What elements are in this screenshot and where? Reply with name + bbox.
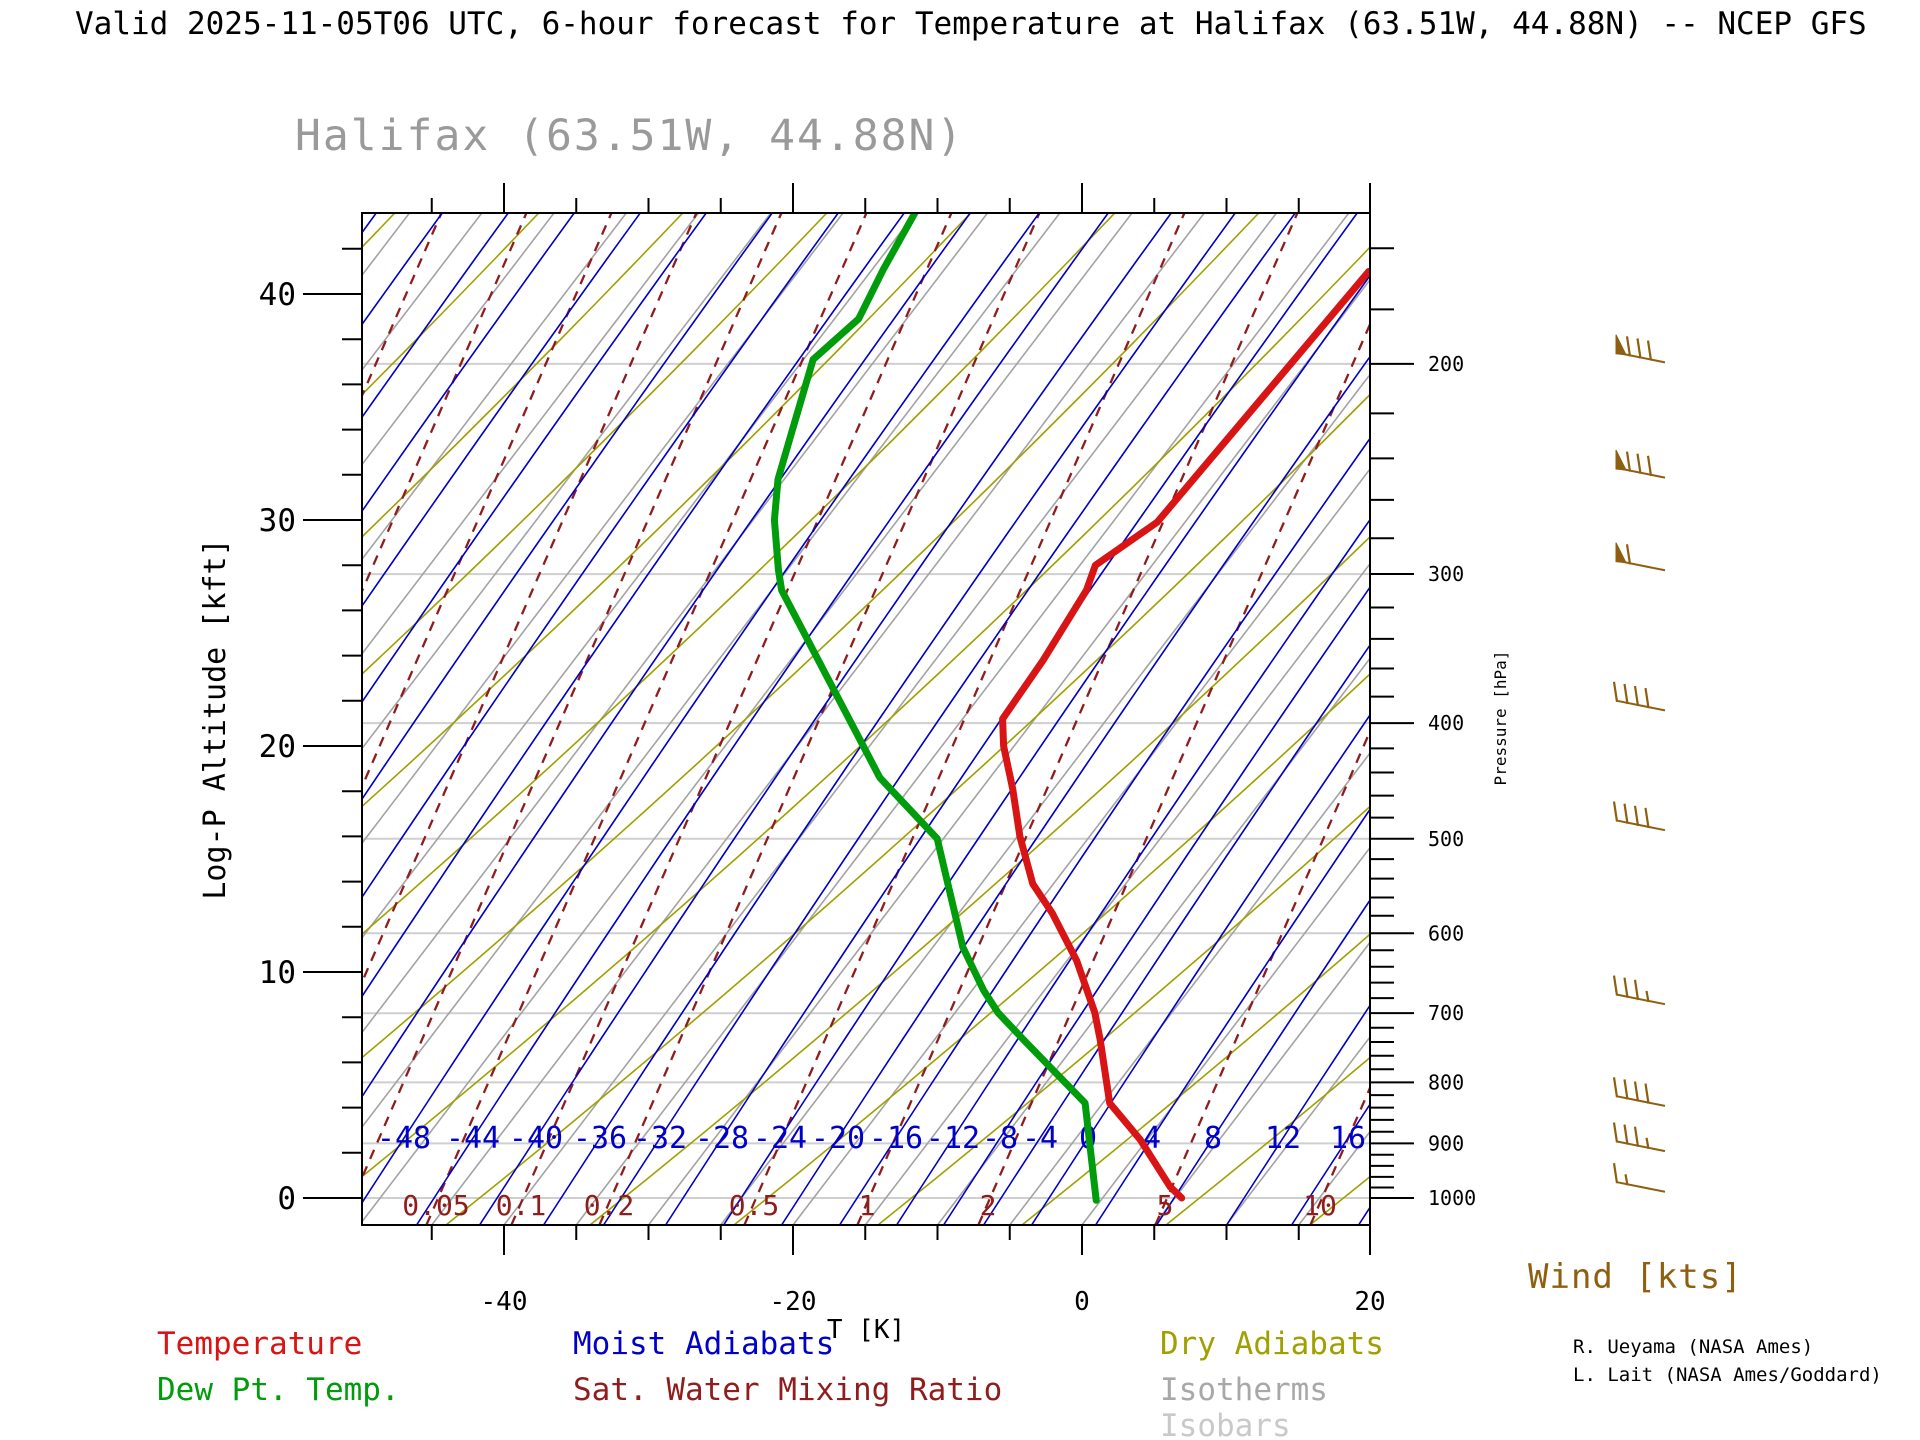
svg-text:500: 500 bbox=[1428, 827, 1464, 851]
legend-temperature: Temperature bbox=[157, 1326, 363, 1362]
svg-text:200: 200 bbox=[1428, 352, 1464, 376]
credit-line-1: R. Ueyama (NASA Ames) bbox=[1573, 1336, 1814, 1358]
svg-text:10: 10 bbox=[1303, 1189, 1337, 1222]
axes bbox=[303, 183, 1414, 1255]
wind-barb bbox=[1612, 801, 1666, 832]
svg-text:-20: -20 bbox=[811, 1121, 865, 1156]
wind-barb bbox=[1612, 1163, 1666, 1193]
svg-text:-28: -28 bbox=[695, 1121, 749, 1156]
svg-text:-32: -32 bbox=[633, 1121, 687, 1156]
chart-title: Halifax (63.51W, 44.88N) bbox=[295, 111, 964, 161]
wind-barb bbox=[1615, 542, 1666, 572]
svg-text:16: 16 bbox=[1330, 1121, 1366, 1156]
svg-text:600: 600 bbox=[1428, 921, 1464, 945]
svg-text:10: 10 bbox=[259, 955, 296, 991]
kft-tick-labels: 0 10 20 30 40 bbox=[259, 277, 296, 1217]
svg-text:40: 40 bbox=[259, 277, 296, 313]
page-title: Valid 2025-11-05T06 UTC, 6-hour forecast… bbox=[75, 6, 1867, 42]
wind-barbs bbox=[1612, 334, 1666, 1193]
svg-text:20: 20 bbox=[259, 729, 296, 765]
wind-title: Wind [kts] bbox=[1528, 1257, 1743, 1297]
svg-text:0: 0 bbox=[1074, 1287, 1090, 1317]
wind-barb bbox=[1612, 681, 1666, 712]
svg-text:0: 0 bbox=[277, 1181, 296, 1217]
svg-text:Pressure [hPa]: Pressure [hPa] bbox=[1491, 651, 1510, 786]
moist-adiabat-labels: -48 -44 -40 -36 -32 -28 -24 -20 -16 -12 -8 -4 0 4 8 12 1… bbox=[377, 1121, 1366, 1156]
wind-barb bbox=[1612, 1122, 1666, 1153]
svg-text:400: 400 bbox=[1428, 711, 1464, 735]
svg-text:700: 700 bbox=[1428, 1001, 1464, 1025]
svg-text:12: 12 bbox=[1265, 1121, 1301, 1156]
wind-barb bbox=[1612, 1077, 1666, 1107]
legend-dewpoint: Dew Pt. Temp. bbox=[157, 1372, 400, 1408]
svg-text:0.5: 0.5 bbox=[729, 1189, 780, 1222]
svg-text:-24: -24 bbox=[753, 1121, 807, 1156]
temperature-curve bbox=[999, 267, 1370, 1202]
x-axis-tick-labels: -40 -20 0 20 bbox=[481, 1287, 1386, 1317]
svg-text:1: 1 bbox=[859, 1189, 876, 1222]
svg-text:800: 800 bbox=[1428, 1070, 1464, 1094]
wind-barb bbox=[1612, 975, 1666, 1006]
pressure-tick-labels: 200 300 400 500 600 700 800 900 1000 bbox=[1428, 352, 1476, 1210]
svg-text:-44: -44 bbox=[446, 1121, 500, 1156]
legend-dry-adiabats: Dry Adiabats bbox=[1160, 1326, 1384, 1362]
svg-text:-36: -36 bbox=[573, 1121, 627, 1156]
wind-barb bbox=[1615, 449, 1666, 479]
legend-isotherms: Isotherms bbox=[1160, 1372, 1328, 1408]
svg-text:-12: -12 bbox=[926, 1121, 980, 1156]
svg-text:300: 300 bbox=[1428, 562, 1464, 586]
svg-text:-40: -40 bbox=[509, 1121, 563, 1156]
svg-text:0.05: 0.05 bbox=[402, 1189, 469, 1222]
svg-text:Halifax (63.51W, 44.88N): Halifax (63.51W, 44.88N) bbox=[295, 111, 964, 161]
credit-line-2: L. Lait (NASA Ames/Goddard) bbox=[1573, 1364, 1882, 1386]
legend-mixing-ratio: Sat. Water Mixing Ratio bbox=[573, 1372, 1003, 1408]
isobars bbox=[362, 362, 1370, 1199]
svg-text:8: 8 bbox=[1204, 1121, 1222, 1156]
legend-moist-adiabats: Moist Adiabats bbox=[573, 1326, 835, 1362]
legend-isobars: Isobars bbox=[1160, 1408, 1291, 1440]
svg-text:-8: -8 bbox=[982, 1121, 1018, 1156]
axis-titles: T [K] Log-P Altitude [kft] Pressure [hPa] bbox=[198, 538, 1510, 1345]
svg-text:20: 20 bbox=[1354, 1287, 1385, 1317]
svg-text:-4: -4 bbox=[1022, 1121, 1058, 1156]
svg-text:30: 30 bbox=[259, 503, 296, 539]
svg-text:T [K]: T [K] bbox=[827, 1315, 905, 1345]
svg-text:Wind [kts]: Wind [kts] bbox=[1528, 1257, 1743, 1297]
svg-text:900: 900 bbox=[1428, 1131, 1464, 1155]
svg-text:-20: -20 bbox=[770, 1287, 817, 1317]
wind-barb bbox=[1615, 334, 1666, 364]
svg-text:0.2: 0.2 bbox=[584, 1189, 635, 1222]
svg-text:-48: -48 bbox=[377, 1121, 431, 1156]
svg-text:2: 2 bbox=[980, 1189, 997, 1222]
svg-text:5: 5 bbox=[1157, 1189, 1174, 1222]
svg-text:Log-P Altitude [kft]: Log-P Altitude [kft] bbox=[198, 538, 233, 899]
svg-text:0.1: 0.1 bbox=[496, 1189, 547, 1222]
mixing-ratio-labels: 0.05 0.1 0.2 0.5 1 2 5 10 bbox=[402, 1189, 1337, 1222]
svg-text:1000: 1000 bbox=[1428, 1186, 1476, 1210]
dewpoint-curve bbox=[770, 213, 1100, 1204]
svg-text:-40: -40 bbox=[481, 1287, 528, 1317]
svg-text:-16: -16 bbox=[869, 1121, 923, 1156]
